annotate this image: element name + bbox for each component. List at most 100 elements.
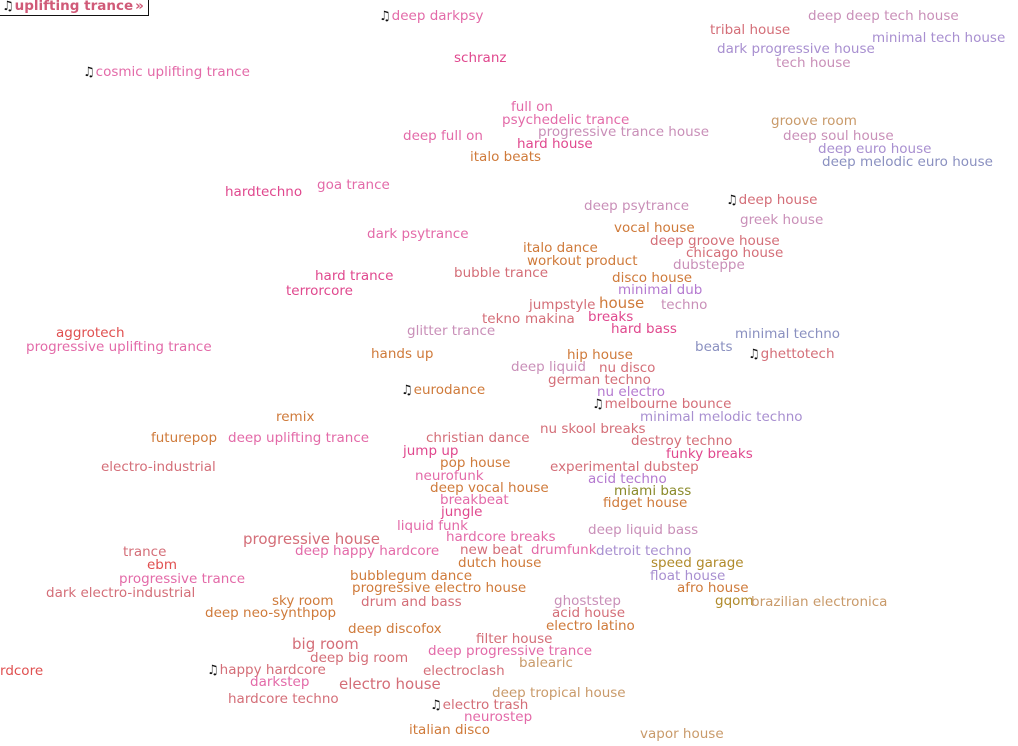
genre-electro-latino[interactable]: electro latino bbox=[546, 619, 635, 633]
genre-deep-deep-tech-house[interactable]: deep deep tech house bbox=[808, 9, 959, 23]
double-chevron-right-icon[interactable]: » bbox=[135, 0, 144, 14]
genre-pop-house[interactable]: pop house bbox=[440, 456, 510, 470]
genre-minimal-melodic-techno[interactable]: minimal melodic techno bbox=[640, 410, 803, 424]
genre-gqom[interactable]: gqom bbox=[715, 594, 754, 608]
genre-big-room[interactable]: big room bbox=[292, 637, 359, 652]
genre-deep-vocal-house[interactable]: deep vocal house bbox=[430, 481, 549, 495]
genre-filter-house[interactable]: filter house bbox=[476, 632, 552, 646]
genre-tech-house[interactable]: tech house bbox=[776, 56, 851, 70]
genre-italo-beats[interactable]: italo beats bbox=[470, 150, 541, 164]
genre-sky-room[interactable]: sky room bbox=[272, 594, 334, 608]
genre-deep-discofox[interactable]: deep discofox bbox=[348, 622, 442, 636]
genre-electroclash[interactable]: electroclash bbox=[423, 664, 505, 678]
genre-destroy-techno[interactable]: destroy techno bbox=[631, 434, 732, 448]
genre-deep-psytrance[interactable]: deep psytrance bbox=[584, 199, 689, 213]
genre-bubble-trance[interactable]: bubble trance bbox=[454, 266, 548, 280]
genre-workout-product[interactable]: workout product bbox=[527, 254, 638, 268]
genre-deep-tropical-house[interactable]: deep tropical house bbox=[492, 686, 626, 700]
genre-hardcore-techno[interactable]: hardcore techno bbox=[228, 692, 339, 706]
genre-italo-dance[interactable]: italo dance bbox=[523, 241, 598, 255]
genre-nu-skool-breaks[interactable]: nu skool breaks bbox=[540, 422, 646, 436]
genre-new-beat[interactable]: new beat bbox=[460, 543, 523, 557]
genre-vapor-house[interactable]: vapor house bbox=[640, 727, 724, 741]
genre-deep-uplifting-trance[interactable]: deep uplifting trance bbox=[228, 431, 369, 445]
genre-deep-liquid[interactable]: deep liquid bbox=[511, 360, 586, 374]
genre-electro-trash[interactable]: ♫electro trash bbox=[430, 698, 528, 713]
genre-fidget-house[interactable]: fidget house bbox=[603, 496, 687, 510]
genre-neurostep[interactable]: neurostep bbox=[464, 710, 532, 724]
genre-uplifting-trance[interactable]: ♫uplifting trance» bbox=[0, 0, 149, 16]
genre-hard-trance[interactable]: hard trance bbox=[315, 269, 393, 283]
genre-minimal-techno[interactable]: minimal techno bbox=[735, 327, 840, 341]
genre-deep-euro-house[interactable]: deep euro house bbox=[818, 142, 931, 156]
genre-deep-neo-synthpop[interactable]: deep neo-synthpop bbox=[205, 606, 336, 620]
genre-ghoststep[interactable]: ghoststep bbox=[554, 594, 621, 608]
genre-bubblegum-dance[interactable]: bubblegum dance bbox=[350, 569, 472, 583]
genre-eurodance[interactable]: ♫eurodance bbox=[401, 383, 485, 398]
genre-italian-disco[interactable]: italian disco bbox=[409, 723, 490, 737]
genre-minimal-tech-house[interactable]: minimal tech house bbox=[872, 31, 1005, 45]
genre-glitter-trance[interactable]: glitter trance bbox=[407, 324, 495, 338]
genre-deep-groove-house[interactable]: deep groove house bbox=[650, 234, 780, 248]
genre-nu-disco[interactable]: nu disco bbox=[599, 361, 655, 375]
genre-minimal-dub[interactable]: minimal dub bbox=[618, 283, 702, 297]
genre-trance[interactable]: trance bbox=[123, 545, 166, 559]
genre-schranz[interactable]: schranz bbox=[454, 51, 506, 65]
genre-afro-house[interactable]: afro house bbox=[677, 581, 749, 595]
genre-techno[interactable]: techno bbox=[661, 298, 707, 312]
genre-terrorcore[interactable]: terrorcore bbox=[286, 284, 353, 298]
genre-happy-hardcore[interactable]: ♫happy hardcore bbox=[207, 663, 326, 678]
genre-progressive-uplifting-trance[interactable]: progressive uplifting trance bbox=[26, 340, 212, 354]
genre-cosmic-uplifting-trance[interactable]: ♫cosmic uplifting trance bbox=[83, 65, 250, 80]
genre-dark-progressive-house[interactable]: dark progressive house bbox=[717, 42, 875, 56]
genre-chicago-house[interactable]: chicago house bbox=[686, 246, 783, 260]
genre-greek-house[interactable]: greek house bbox=[740, 213, 823, 227]
genre-deep-melodic-euro-house[interactable]: deep melodic euro house bbox=[822, 155, 993, 169]
genre-progressive-trance-house[interactable]: progressive trance house bbox=[538, 125, 709, 139]
genre-groove-room[interactable]: groove room bbox=[771, 114, 857, 128]
genre-jungle[interactable]: jungle bbox=[441, 505, 483, 519]
genre-melbourne-bounce[interactable]: ♫melbourne bounce bbox=[592, 397, 731, 412]
genre-tribal-house[interactable]: tribal house bbox=[710, 23, 790, 37]
genre-remix[interactable]: remix bbox=[276, 410, 314, 424]
genre-dubsteppe[interactable]: dubsteppe bbox=[673, 258, 745, 272]
genre-liquid-funk[interactable]: liquid funk bbox=[397, 519, 468, 533]
genre-house[interactable]: house bbox=[599, 296, 644, 311]
genre-acid-techno[interactable]: acid techno bbox=[588, 472, 667, 486]
genre-hardtechno[interactable]: hardtechno bbox=[225, 185, 302, 199]
genre-breaks[interactable]: breaks bbox=[588, 310, 633, 324]
genre-ghettotech[interactable]: ♫ghettotech bbox=[748, 347, 835, 362]
genre-disco-house[interactable]: disco house bbox=[612, 271, 692, 285]
genre-float-house[interactable]: float house bbox=[650, 569, 725, 583]
genre-detroit-techno[interactable]: detroit techno bbox=[596, 544, 691, 558]
genre-dutch-house[interactable]: dutch house bbox=[458, 556, 541, 570]
genre-deep-happy-hardcore[interactable]: deep happy hardcore bbox=[295, 544, 439, 558]
genre-hard-house[interactable]: hard house bbox=[517, 137, 593, 151]
genre-progressive-trance[interactable]: progressive trance bbox=[119, 572, 245, 586]
genre-dark-electro-industrial[interactable]: dark electro-industrial bbox=[46, 586, 195, 600]
genre-deep-full-on[interactable]: deep full on bbox=[403, 129, 483, 143]
genre-electro-house[interactable]: electro house bbox=[339, 677, 441, 692]
genre-full-on[interactable]: full on bbox=[511, 100, 553, 114]
genre-goa-trance[interactable]: goa trance bbox=[317, 178, 390, 192]
genre-brazilian-electronica[interactable]: brazilian electronica bbox=[751, 595, 887, 609]
genre-hip-house[interactable]: hip house bbox=[567, 348, 633, 362]
genre-beats[interactable]: beats bbox=[695, 340, 732, 354]
genre-makina[interactable]: makina bbox=[525, 312, 575, 326]
genre-vocal-house[interactable]: vocal house bbox=[614, 221, 695, 235]
genre-speed-garage[interactable]: speed garage bbox=[651, 556, 744, 570]
genre-deep-house[interactable]: ♫deep house bbox=[726, 193, 817, 208]
genre-nu-electro[interactable]: nu electro bbox=[597, 385, 665, 399]
genre-hands-up[interactable]: hands up bbox=[371, 347, 433, 361]
genre-deep-progressive-trance[interactable]: deep progressive trance bbox=[428, 644, 592, 658]
genre-progressive-electro-house[interactable]: progressive electro house bbox=[352, 581, 526, 595]
genre-funky-breaks[interactable]: funky breaks bbox=[666, 447, 753, 461]
genre-deep-liquid-bass[interactable]: deep liquid bass bbox=[588, 523, 698, 537]
genre-german-techno[interactable]: german techno bbox=[548, 373, 651, 387]
genre-acid-house[interactable]: acid house bbox=[552, 606, 625, 620]
genre-drumfunk[interactable]: drumfunk bbox=[531, 543, 597, 557]
genre-breakbeat[interactable]: breakbeat bbox=[440, 493, 509, 507]
genre-dark-psytrance[interactable]: dark psytrance bbox=[367, 227, 469, 241]
genre-neurofunk[interactable]: neurofunk bbox=[415, 469, 484, 483]
genre-jump-up[interactable]: jump up bbox=[403, 444, 458, 458]
